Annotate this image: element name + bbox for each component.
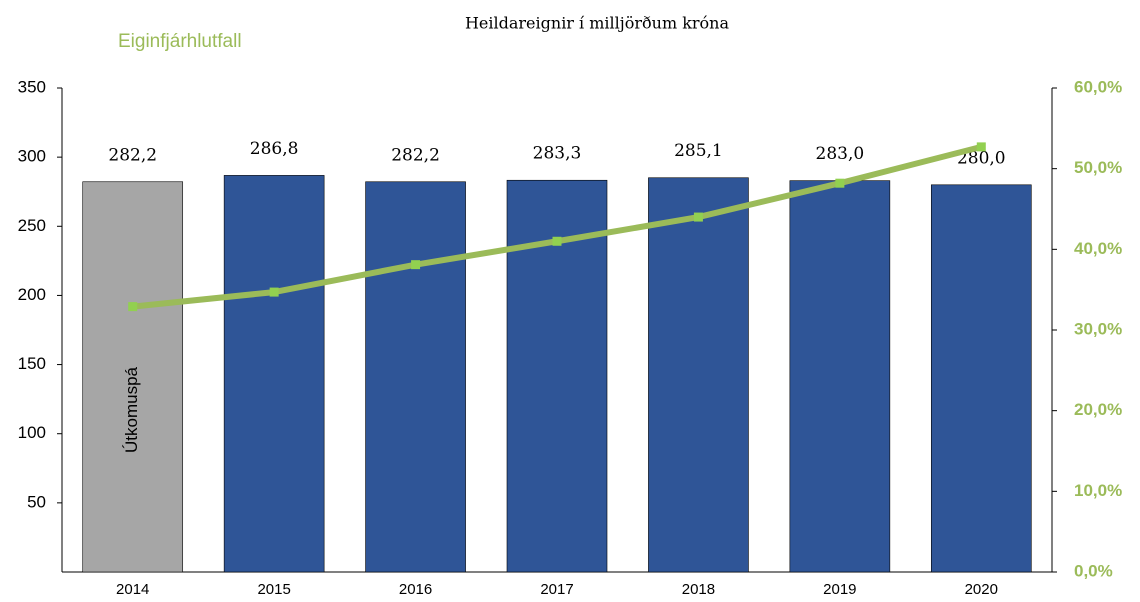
x-tick-label: 2017 xyxy=(540,581,573,598)
y2-tick-label: 40,0% xyxy=(1074,239,1122,258)
y-tick-label: 100 xyxy=(18,423,46,442)
y-tick-label: 250 xyxy=(18,216,46,235)
x-tick-label: 2016 xyxy=(399,581,432,598)
x-tick-label: 2014 xyxy=(116,581,149,598)
bar xyxy=(930,184,1032,573)
line-marker xyxy=(411,260,421,270)
line-marker xyxy=(128,302,138,312)
y2-tick-label: 20,0% xyxy=(1074,400,1122,419)
bar xyxy=(223,175,325,573)
bar xyxy=(789,180,891,573)
line-marker xyxy=(976,142,986,152)
line-marker xyxy=(693,212,703,222)
bar-value-label: 285,1 xyxy=(674,141,723,161)
chart-title: Heildareignir í milljörðum króna xyxy=(465,14,730,33)
line-marker xyxy=(269,287,279,297)
annotation: Útkomuspá xyxy=(122,366,141,453)
bar-value-label: 283,0 xyxy=(816,144,865,164)
bar-value-label: 282,2 xyxy=(108,145,157,165)
x-tick-label: 2019 xyxy=(823,581,856,598)
line-marker xyxy=(835,178,845,188)
x-tick-label: 2015 xyxy=(257,581,290,598)
y-tick-label: 350 xyxy=(18,77,46,96)
y-tick-label: 200 xyxy=(18,285,46,304)
bar xyxy=(365,181,466,573)
x-tick-label: 2018 xyxy=(682,581,715,598)
y2-tick-label: 30,0% xyxy=(1074,319,1122,338)
line-series-label: Eiginfjárhlutfall xyxy=(118,31,242,52)
bar-value-label: 286,8 xyxy=(250,139,299,159)
y2-tick-label: 0,0% xyxy=(1074,561,1113,580)
x-tick-label: 2020 xyxy=(965,581,998,598)
bar xyxy=(82,181,184,573)
y2-tick-label: 10,0% xyxy=(1074,481,1122,500)
y-tick-label: 300 xyxy=(18,147,46,166)
y-tick-label: 150 xyxy=(18,354,46,373)
bar xyxy=(648,177,749,573)
y2-tick-label: 60,0% xyxy=(1074,77,1122,96)
bar-value-label: 283,3 xyxy=(533,144,582,164)
y-tick-label: 50 xyxy=(27,492,46,511)
bar-value-label: 280,0 xyxy=(957,148,1006,168)
line-marker xyxy=(552,236,562,246)
bar-value-label: 282,2 xyxy=(391,145,440,165)
y2-tick-label: 50,0% xyxy=(1074,158,1122,177)
